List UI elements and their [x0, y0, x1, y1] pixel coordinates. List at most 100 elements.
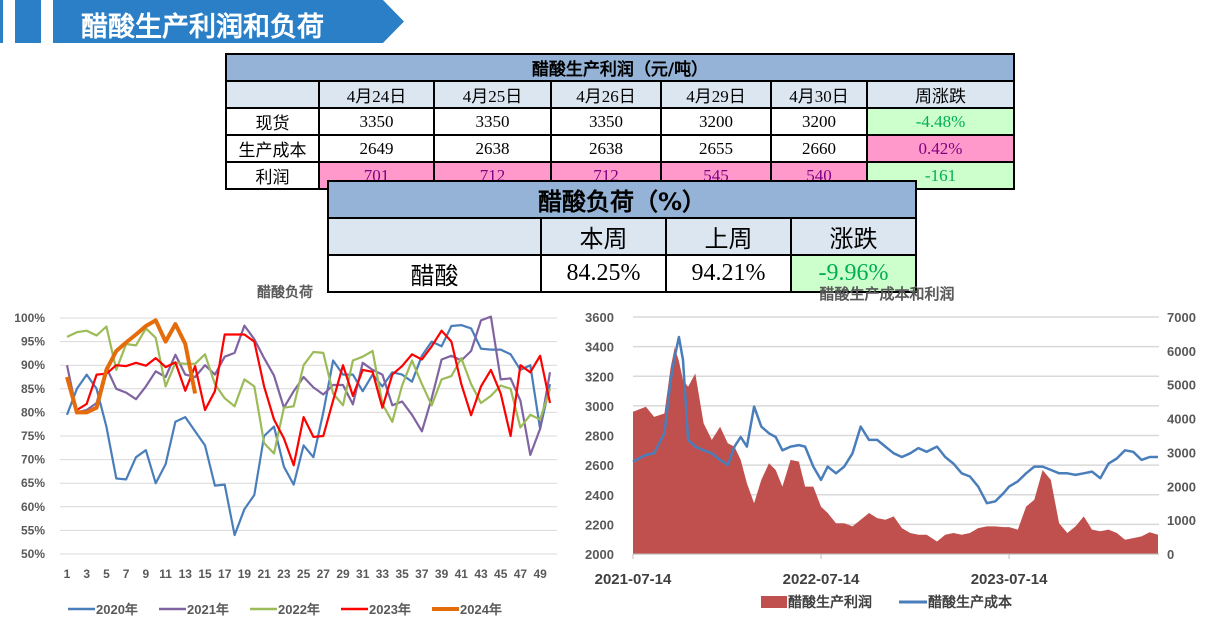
series-line-2024年 — [65, 318, 198, 415]
legend-label-cost: 醋酸生产成本 — [928, 594, 1013, 610]
x-tick-label: 15 — [198, 567, 212, 581]
y-tick-label: 75% — [21, 429, 45, 443]
x-tick-label: 9 — [143, 567, 150, 581]
x-tick-label: 37 — [415, 567, 429, 581]
x-tick-label: 27 — [317, 567, 331, 581]
x-tick-label: 33 — [376, 567, 390, 581]
chart-title: 醋酸负荷 — [257, 284, 313, 300]
change-cell: 0.42% — [866, 134, 1015, 163]
y-tick-label: 85% — [21, 382, 45, 396]
x-tick-label: 29 — [336, 567, 350, 581]
row-label: 醋酸 — [327, 254, 542, 293]
x-tick-label: 2022-07-14 — [783, 571, 860, 588]
column-header: 本周 — [540, 217, 667, 256]
x-tick-label: 43 — [474, 567, 488, 581]
profit-table: 醋酸生产利润（元/吨） 4月24日 4月25日 4月26日 4月29日 4月30… — [225, 53, 1015, 190]
left-y-tick-label: 2200 — [585, 517, 614, 532]
x-tick-label: 19 — [238, 567, 252, 581]
left-y-tick-label: 2800 — [585, 429, 614, 444]
table-cell: 2638 — [550, 134, 662, 163]
y-tick-label: 50% — [21, 547, 45, 561]
column-header: 上周 — [665, 217, 792, 256]
profit-area — [633, 347, 1158, 554]
table-cell: 2638 — [433, 134, 552, 163]
legend: 醋酸生产利润 醋酸生产成本 — [761, 594, 1013, 610]
left-y-tick-label: 3200 — [585, 369, 614, 384]
table-cell: 3200 — [660, 107, 772, 136]
chart-title: 醋酸生产成本和利润 — [819, 285, 954, 303]
right-y-tick-label: 5000 — [1167, 378, 1196, 393]
right-y-tick-label: 0 — [1167, 547, 1174, 562]
y-tick-label: 65% — [21, 476, 45, 490]
legend-label-profit: 醋酸生产利润 — [788, 594, 872, 610]
header-stripe — [0, 0, 3, 43]
x-tick-label: 35 — [395, 567, 409, 581]
x-tick-label: 17 — [218, 567, 232, 581]
load-table: 醋酸负荷（%） 本周 上周 涨跌 醋酸 84.25% 94.21% -9.96% — [327, 180, 917, 293]
table-row: 现货 3350 3350 3350 3200 3200 -4.48% — [225, 107, 1015, 136]
y-tick-label: 70% — [21, 453, 45, 467]
cost-profit-chart: 醋酸生产成本和利润 2000 2200 2400 2600 2800 3000 3200 34… — [585, 285, 1196, 610]
series-line-2022年 — [66, 325, 552, 455]
x-tick-label: 1 — [64, 567, 71, 581]
x-tick-label: 21 — [257, 567, 271, 581]
column-header: 涨跌 — [790, 217, 917, 256]
y-tick-label: 55% — [21, 523, 45, 537]
profit-table-title: 醋酸生产利润（元/吨） — [225, 53, 1015, 82]
right-y-tick-label: 1000 — [1167, 513, 1196, 528]
y-tick-label: 90% — [21, 358, 45, 372]
right-y-tick-label: 7000 — [1167, 310, 1196, 325]
change-cell: -9.96% — [790, 254, 917, 293]
x-tick-label: 31 — [356, 567, 370, 581]
series-line-2020年 — [65, 324, 552, 537]
load-chart: 醋酸负荷 50% 55% 60% 65% 70% 75% 80% 85% 90% 95% 100% 1… — [14, 284, 557, 617]
left-y-tick-label: 3600 — [585, 310, 614, 325]
profit-table-header-row: 4月24日 4月25日 4月26日 4月29日 4月30日 周涨跌 — [225, 80, 1015, 109]
legend-label: 2024年 — [460, 602, 502, 617]
header-banner: 醋酸生产利润和负荷 — [53, 0, 404, 43]
load-table-title: 醋酸负荷（%） — [327, 180, 917, 219]
column-header: 4月29日 — [660, 80, 772, 109]
x-tick-label: 47 — [514, 567, 528, 581]
page-title: 醋酸生产利润和负荷 — [81, 12, 324, 43]
table-row: 醋酸 84.25% 94.21% -9.96% — [327, 254, 917, 293]
x-tick-label: 11 — [159, 567, 172, 581]
x-tick-label: 2023-07-14 — [971, 571, 1048, 588]
right-y-tick-label: 2000 — [1167, 479, 1196, 494]
legend-swatch-profit — [761, 596, 787, 608]
left-y-tick-label: 2000 — [585, 547, 614, 562]
table-cell: 3200 — [770, 107, 868, 136]
x-tick-label: 39 — [435, 567, 449, 581]
row-label: 生产成本 — [225, 134, 320, 163]
x-tick-label: 41 — [455, 567, 469, 581]
legend: 2020年 2021年 2022年 2023年 2024年 — [68, 602, 502, 617]
left-y-tick-label: 2600 — [585, 458, 614, 473]
y-tick-label: 95% — [21, 335, 45, 349]
left-y-tick-label: 2400 — [585, 488, 614, 503]
right-y-tick-label: 6000 — [1167, 344, 1196, 359]
x-tick-label: 23 — [277, 567, 291, 581]
row-label: 利润 — [225, 161, 320, 190]
y-tick-label: 100% — [14, 311, 45, 325]
table-row: 生产成本 2649 2638 2638 2655 2660 0.42% — [225, 134, 1015, 163]
x-tick-label: 3 — [83, 567, 90, 581]
right-y-tick-label: 4000 — [1167, 412, 1196, 427]
left-y-tick-label: 3400 — [585, 340, 614, 355]
right-y-tick-label: 3000 — [1167, 445, 1196, 460]
column-header — [327, 217, 542, 256]
x-tick-label: 13 — [179, 567, 193, 581]
series-line-2021年 — [65, 315, 552, 456]
x-tick-label: 7 — [123, 567, 130, 581]
table-cell: 2649 — [318, 134, 435, 163]
column-header: 4月25日 — [433, 80, 552, 109]
x-tick-label: 2021-07-14 — [595, 571, 672, 588]
header-stripe — [15, 0, 41, 43]
column-header: 4月30日 — [770, 80, 868, 109]
column-header: 4月26日 — [550, 80, 662, 109]
y-tick-label: 60% — [21, 500, 45, 514]
table-cell: 3350 — [550, 107, 662, 136]
table-cell: 2655 — [660, 134, 772, 163]
column-header — [225, 80, 320, 109]
y-tick-label: 80% — [21, 405, 45, 419]
load-table-header-row: 本周 上周 涨跌 — [327, 217, 917, 256]
